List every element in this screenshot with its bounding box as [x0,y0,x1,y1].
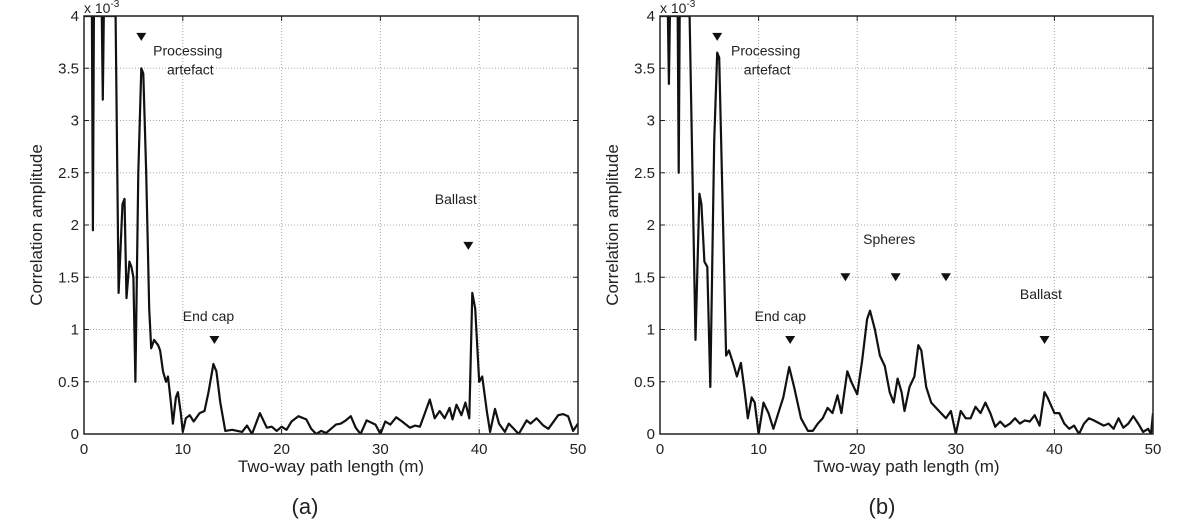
y-tick-label: 2.5 [58,165,79,182]
annotation-label: Ballast [1020,286,1062,302]
x-tick-label: 20 [849,441,866,458]
panel-caption: (a) [292,494,319,519]
x-tick-label: 40 [471,441,488,458]
y-multiplier-base: x 10 [660,0,687,16]
annotation-label: Ballast [435,191,477,207]
y-tick-label: 2 [647,217,655,234]
triangle-marker [890,273,901,282]
y-tick-label: 1.5 [634,269,655,286]
y-multiplier: x 10-3 [84,0,120,16]
annotation-label: artefact [744,62,791,78]
x-tick-label: 50 [1145,441,1162,458]
y-tick-label: 4 [71,8,79,25]
x-tick-label: 10 [750,441,767,458]
y-tick-label: 3 [647,113,655,130]
triangle-marker [463,241,474,250]
axes-frame [83,15,579,435]
y-tick-label: 3.5 [634,60,655,77]
y-tick-label: 0.5 [58,374,79,391]
y-axis-label: Correlation amplitude [603,144,622,306]
x-tick-label: 30 [372,441,389,458]
y-tick-label: 1.5 [58,269,79,286]
y-axis-label: Correlation amplitude [27,144,46,306]
triangle-marker [840,273,851,282]
y-tick-label: 2 [71,217,79,234]
y-tick-label: 3 [71,113,79,130]
panel-caption: (b) [869,494,896,519]
y-tick-label: 3.5 [58,60,79,77]
triangle-marker [1039,335,1050,344]
x-tick-label: 40 [1046,441,1063,458]
y-tick-label: 1 [71,322,79,339]
series-line [84,16,578,434]
y-multiplier-exponent: -3 [110,0,119,10]
x-tick-label: 0 [656,441,664,458]
triangle-marker [785,335,796,344]
x-tick-label: 50 [570,441,587,458]
triangle-marker [209,335,220,344]
annotation-label: Spheres [863,231,915,247]
y-multiplier-exponent: -3 [686,0,695,10]
y-tick-label: 0 [647,426,655,443]
y-tick-label: 0.5 [634,374,655,391]
x-tick-label: 20 [273,441,290,458]
y-tick-label: 0 [71,426,79,443]
y-tick-label: 4 [647,8,655,25]
chart-panel: 0 10 20 30 40 50 0 0.5 1 1.5 2 2.5 3 3.5 4 Processing ar… [603,0,1161,519]
x-tick-label: 10 [174,441,191,458]
y-tick-label: 1 [647,322,655,339]
x-axis-label: Two-way path length (m) [238,457,424,476]
x-axis-label: Two-way path length (m) [813,457,999,476]
y-multiplier: x 10-3 [660,0,696,16]
axes-frame [659,15,1154,435]
annotation-label: Processing [153,43,222,59]
annotation-label: End cap [755,308,807,324]
annotation-label: End cap [183,308,235,324]
annotation-label: Processing [731,43,800,59]
chart-panel: 0 10 20 30 40 50 0 0.5 1 1.5 2 2.5 3 3.5 4 Processing ar… [27,0,586,519]
triangle-marker [136,32,147,41]
triangle-marker [712,32,723,41]
y-tick-label: 2.5 [634,165,655,182]
x-tick-label: 0 [80,441,88,458]
y-multiplier-base: x 10 [84,0,111,16]
series-line [660,16,1153,434]
triangle-marker [940,273,951,282]
annotation-label: artefact [167,62,214,78]
x-tick-label: 30 [947,441,964,458]
